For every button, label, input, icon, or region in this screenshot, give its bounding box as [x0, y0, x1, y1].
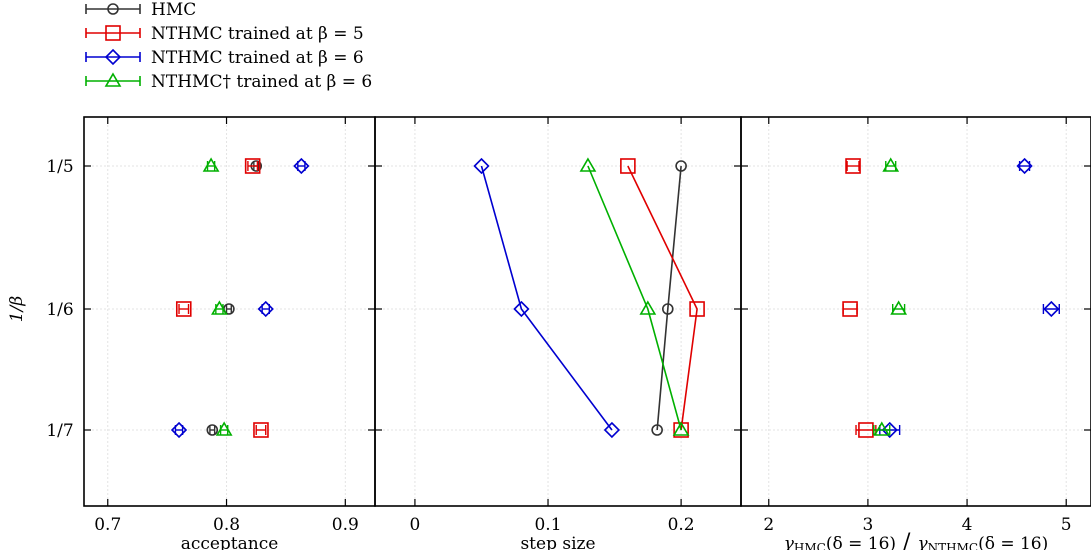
data-point [244, 158, 261, 174]
y-axis-title: 1/β [7, 296, 27, 323]
data-point [513, 300, 530, 318]
data-point [253, 422, 269, 438]
y-tick-label: 1/7 [46, 421, 73, 441]
series-nthmc-trained-at-5 [175, 158, 269, 438]
data-point [672, 421, 690, 436]
data-point [661, 303, 674, 315]
data-point [257, 300, 274, 318]
x-tick-label: 5 [1061, 515, 1072, 535]
x-tick-label: 4 [962, 515, 973, 535]
series-line [587, 165, 682, 431]
x-axis-title: acceptance [181, 534, 279, 550]
series-hmc [206, 160, 263, 436]
legend-label: NTHMC trained at β = 6 [151, 48, 364, 68]
panel-frame [374, 116, 742, 507]
x-tick-label: 3 [862, 515, 873, 535]
data-point [842, 301, 858, 317]
data-point [651, 424, 663, 436]
series-line [627, 165, 698, 431]
legend-item-hmc: HMC [85, 0, 196, 20]
series-nthmc-trained-at-6 [473, 157, 621, 439]
panel-frame [83, 116, 376, 507]
legend-item-nthmc-trained-at-5: NTHMC trained at β = 5 [85, 24, 364, 44]
data-point [689, 301, 705, 317]
panel-frame [740, 116, 1091, 507]
series-nthmc-trained-at-6 [579, 157, 690, 436]
x-tick-label: 0.2 [668, 515, 695, 535]
legend-item-nthmc-trained-at-6: NTHMC† trained at β = 6 [85, 72, 372, 92]
data-point [206, 424, 219, 436]
legend-marker-triangle [104, 72, 122, 87]
data-point [170, 421, 188, 439]
legend-label: HMC [151, 0, 196, 20]
series-nthmc-trained-at-6 [873, 157, 908, 436]
series-nthmc-trained-at-6 [170, 157, 310, 439]
data-point [603, 421, 621, 439]
legend-marker-diamond [104, 48, 122, 66]
data-point [890, 300, 908, 315]
data-point [473, 157, 490, 175]
data-point [1043, 300, 1060, 318]
y-tick-label: 1/6 [46, 300, 73, 320]
data-point [293, 157, 310, 175]
x-tick-label: 0.7 [94, 515, 121, 535]
x-tick-label: 2 [763, 515, 774, 535]
x-tick-label: 0.9 [332, 515, 359, 535]
data-point [579, 157, 597, 172]
y-tick-label: 1/5 [46, 157, 73, 177]
data-point [620, 158, 636, 174]
data-point [202, 157, 220, 172]
x-axis-title: step size [520, 534, 595, 550]
series-line [656, 165, 682, 431]
data-point [882, 157, 900, 172]
legend-marker-circle [107, 3, 119, 15]
x-tick-label: 0 [410, 515, 421, 535]
panel-autocorrelation-ratio: 2 3 4 5 γHMC(δ = 16) / γNTHMC(δ = 16) [740, 116, 1091, 550]
data-point [858, 422, 874, 438]
series-hmc [651, 160, 687, 436]
data-point [639, 300, 657, 315]
legend-label: NTHMC trained at β = 5 [151, 24, 364, 44]
legend-marker-square [105, 25, 121, 41]
panel-step-size: 0 0.1 0.2 step size [374, 116, 742, 550]
x-tick-label: 0.1 [534, 515, 561, 535]
series-nthmc-trained-at-6 [202, 157, 233, 436]
series-line [480, 165, 613, 431]
series-nthmc-trained-at-6 [879, 157, 1060, 439]
legend: HMC NTHMC trained at β = 5 NTHMC trained a… [85, 0, 372, 92]
data-point [845, 158, 861, 174]
x-axis-title: γHMC(δ = 16) / γNTHMC(δ = 16) [784, 530, 1049, 550]
legend-item-nthmc-trained-at-6: NTHMC trained at β = 6 [85, 48, 364, 68]
x-tick-label: 0.8 [213, 515, 240, 535]
data-point [873, 421, 891, 436]
panels: 0.7 0.8 0.9 acceptance 1/5 1/6 1/7 1/β 0 0.1 0.2 st… [7, 116, 1091, 550]
data-point [175, 301, 192, 317]
data-point [215, 421, 233, 436]
series-nthmc-trained-at-5 [620, 158, 705, 438]
legend-label: NTHMC† trained at β = 6 [151, 72, 372, 92]
data-point [1016, 157, 1033, 175]
data-point [211, 300, 228, 315]
data-point [675, 160, 687, 172]
panel-acceptance: 0.7 0.8 0.9 acceptance 1/5 1/6 1/7 1/β [7, 116, 376, 550]
series-nthmc-trained-at-5 [842, 158, 877, 438]
